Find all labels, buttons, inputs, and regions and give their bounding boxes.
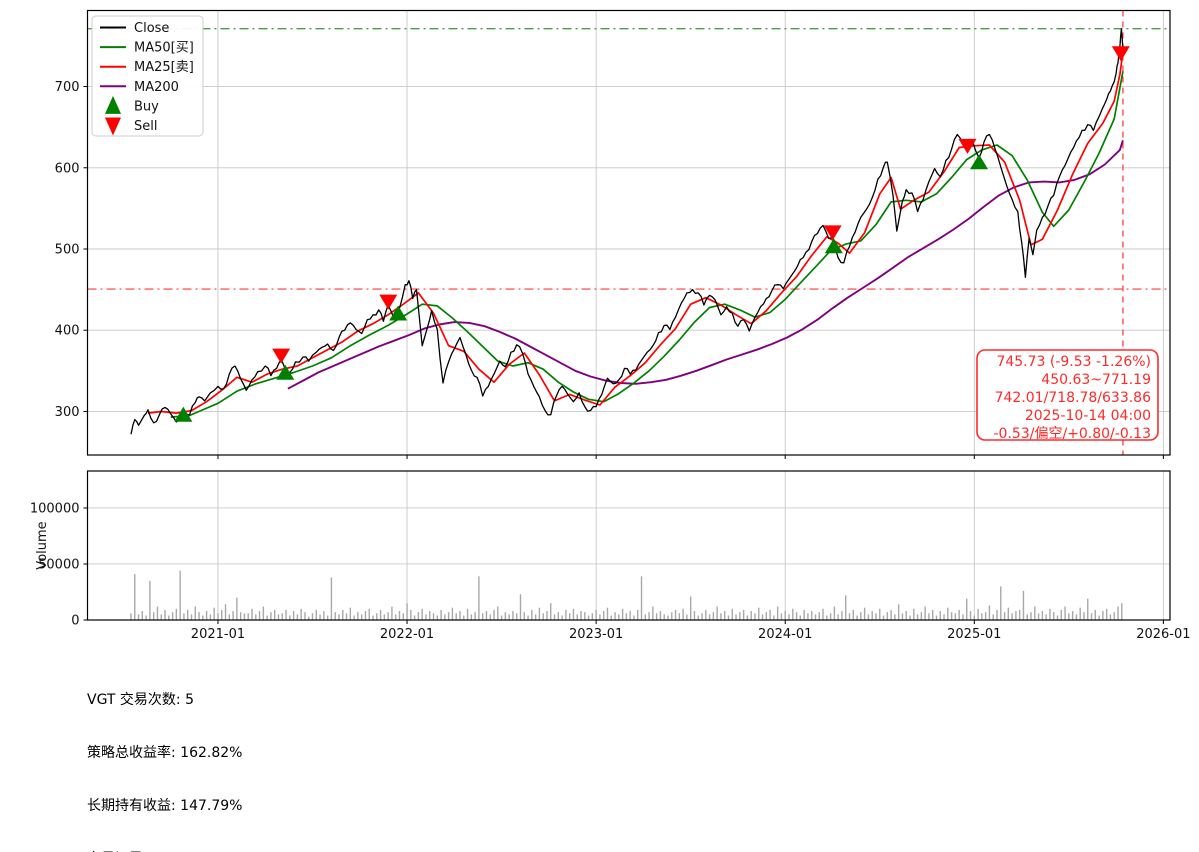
- buy-marker-icon: [105, 95, 121, 114]
- x-tick-label: 2024-01: [758, 627, 812, 642]
- sell-marker: [379, 294, 398, 310]
- buy-marker: [276, 364, 295, 380]
- price-volume-chart: 2021-01 2022-01 2023-01 2024-01 2025-01 2026-…: [30, 9, 1191, 642]
- strategy-summary: VGT 交易次数: 5 策略总收益率: 162.82% 长期持有收益: 147.…: [87, 657, 561, 852]
- info-line: 2025-10-14 04:00: [1025, 408, 1151, 424]
- info-line: 745.73 (-9.53 -1.26%): [996, 354, 1151, 370]
- legend-label: MA50[买]: [134, 41, 194, 56]
- gridlines: [87, 10, 1170, 621]
- sell-marker-icon: [105, 117, 121, 136]
- sell-marker: [823, 225, 842, 241]
- volume-tick-label: 50000: [38, 557, 79, 572]
- sell-marker: [1111, 46, 1130, 62]
- legend-label: Close: [134, 21, 169, 36]
- strategy-return-line: 策略总收益率: 162.82%: [87, 744, 243, 761]
- buy-marker: [174, 406, 193, 422]
- buy-marker: [824, 238, 843, 254]
- volume-bars: [130, 570, 1123, 620]
- trade-count-line: VGT 交易次数: 5: [87, 692, 195, 709]
- x-tick-label: 2021-01: [191, 627, 245, 642]
- info-line: 742.01/718.78/633.86: [995, 390, 1151, 406]
- price-tick-label: 600: [55, 161, 80, 176]
- info-line: -0.53/偏空/+0.80/-0.13: [994, 426, 1152, 442]
- buy-marker: [970, 154, 989, 170]
- legend-label: MA25[卖]: [134, 60, 194, 75]
- price-tick-label: 700: [55, 80, 80, 95]
- volume-tick-label: 0: [71, 614, 79, 629]
- volume-axis-label: Volume: [35, 521, 50, 569]
- volume-tick-label: 100000: [30, 501, 80, 516]
- sell-marker: [272, 348, 291, 364]
- price-tick-label: 500: [55, 242, 80, 257]
- x-tick-label: 2026-01: [1136, 627, 1190, 642]
- trade-markers: [174, 46, 1130, 422]
- price-info-box: 745.73 (-9.53 -1.26%) 450.63~771.19 742.01…: [976, 349, 1159, 442]
- series-ma200: [287, 140, 1124, 390]
- legend-label: Buy: [134, 99, 159, 114]
- buy-marker: [389, 305, 408, 321]
- series-ma50-: [170, 71, 1124, 418]
- tick-marks: [83, 86, 1164, 624]
- legend-label: MA200: [134, 80, 179, 95]
- legend-label: Sell: [134, 119, 157, 134]
- series-ma25-: [147, 52, 1124, 414]
- buyhold-return-line: 长期持有收益: 147.79%: [87, 797, 243, 814]
- tick-labels: 2021-01 2022-01 2023-01 2024-01 2025-01 2026-…: [30, 80, 1191, 642]
- sell-marker: [958, 138, 977, 154]
- trade-record-title: 交易记录:: [87, 851, 561, 852]
- x-tick-label: 2025-01: [947, 627, 1001, 642]
- x-tick-label: 2022-01: [380, 627, 434, 642]
- price-tick-label: 400: [55, 324, 80, 339]
- info-line: 450.63~771.19: [1041, 372, 1151, 388]
- price-tick-label: 300: [55, 405, 80, 420]
- axes-frames: [86, 9, 1171, 621]
- legend: Close MA50[买] MA25[卖] MA200 Buy Sell: [91, 15, 204, 137]
- x-tick-label: 2023-01: [569, 627, 623, 642]
